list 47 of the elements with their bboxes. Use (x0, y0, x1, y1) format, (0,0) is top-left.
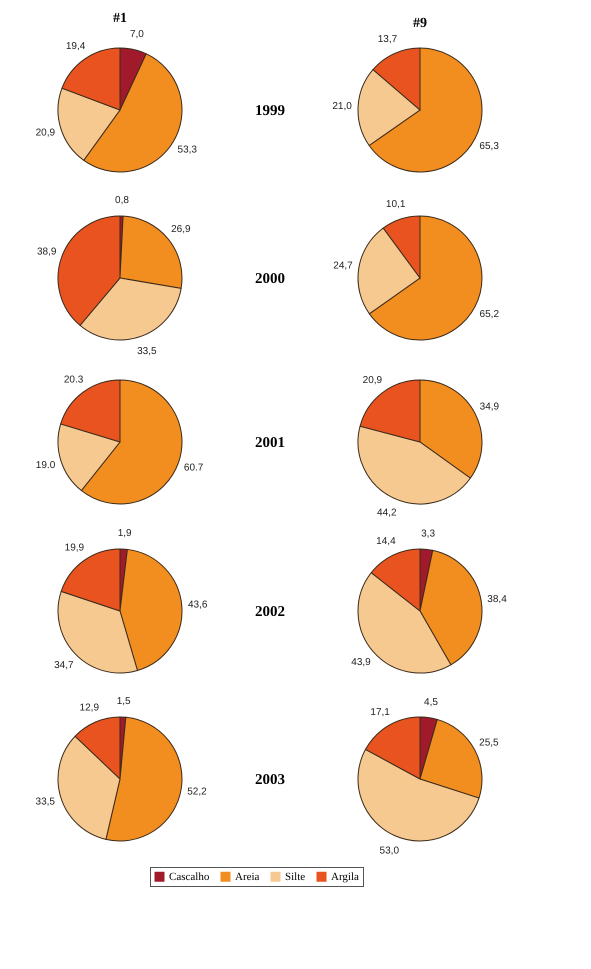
data-label: 19,4 (66, 40, 86, 52)
chart-title: #1 (113, 10, 127, 26)
data-label: 12,9 (80, 702, 100, 714)
data-label: 3,3 (421, 528, 436, 540)
data-label: 20.3 (64, 374, 84, 386)
data-label: 34,7 (54, 660, 74, 672)
legend-label: Silte (285, 870, 306, 883)
text: 2000 (255, 271, 285, 287)
data-label: 38,9 (36, 246, 57, 258)
data-label: 60.7 (184, 462, 204, 474)
data-label: 10,1 (386, 198, 406, 210)
data-label: 13,7 (378, 34, 398, 46)
data-label: 52,2 (187, 786, 208, 798)
text: 2001 (255, 435, 285, 451)
data-label: 7,0 (130, 28, 144, 40)
legend-label: Argila (331, 870, 360, 883)
data-label: 21,0 (332, 101, 352, 112)
data-label: 33,5 (137, 346, 158, 358)
data-label: 24,7 (333, 260, 354, 272)
data-label: 0,8 (115, 195, 130, 206)
data-label: 1,5 (116, 696, 132, 708)
data-label: 34,9 (480, 401, 500, 412)
data-label: 53,0 (380, 846, 400, 857)
legend-label: Cascalho (169, 870, 210, 883)
data-label: 65,2 (480, 308, 500, 320)
text: 1999 (255, 103, 285, 119)
chart-title: #9 (413, 16, 427, 32)
data-label: 43,9 (351, 657, 372, 668)
data-label: 25,5 (479, 737, 500, 748)
data-label: 26,9 (171, 224, 191, 236)
data-label: 33,5 (36, 796, 56, 808)
text: 2002 (255, 604, 285, 620)
data-label: 65,3 (479, 141, 500, 152)
data-label: 19.0 (36, 460, 56, 472)
data-label: 38,4 (487, 594, 508, 605)
legend-label: Areia (235, 870, 260, 883)
data-label: 14,4 (376, 536, 396, 547)
data-label: 53,3 (178, 144, 198, 156)
data-label: 17,1 (370, 706, 390, 718)
data-label: 1,9 (118, 528, 132, 540)
data-label: 20,9 (362, 375, 383, 386)
text: 2003 (255, 772, 285, 788)
data-label: 43,6 (188, 600, 208, 611)
data-label: 20,9 (36, 128, 56, 139)
data-label: 19,9 (64, 542, 85, 554)
data-label: 4,5 (424, 696, 438, 708)
data-label: 44,2 (377, 508, 397, 519)
